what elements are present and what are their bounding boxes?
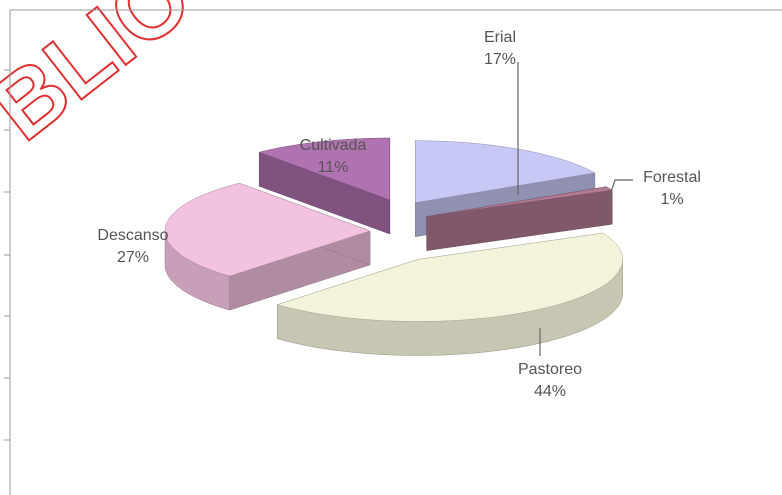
- slice-label: Forestal: [643, 169, 701, 186]
- pie-slice: [276, 232, 623, 356]
- slice-label: Cultivada: [300, 137, 367, 154]
- slice-value-label: 11%: [318, 159, 349, 176]
- slice-value-label: 17%: [484, 51, 516, 68]
- slice-value-label: 27%: [117, 249, 149, 266]
- slice-top: [415, 140, 596, 203]
- slice-value-label: 44%: [534, 383, 566, 400]
- slice-label: Erial: [484, 29, 516, 46]
- pie-slice: [164, 182, 371, 311]
- slice-top: [164, 182, 371, 277]
- frame-ticks: [4, 69, 10, 441]
- pie-slice: [426, 186, 613, 251]
- slice-label: Descanso: [97, 227, 168, 244]
- slice-top: [276, 232, 623, 322]
- slice-label: Pastoreo: [518, 361, 582, 378]
- pie: [164, 137, 623, 356]
- slice-top: [258, 137, 391, 201]
- leader-line: [599, 179, 633, 226]
- pie-slice: [258, 137, 391, 235]
- slice-value-label: 1%: [660, 191, 683, 208]
- labels: Erial 17% Forestal 1% Pastoreo 44% Descanso 27%…: [97, 29, 700, 400]
